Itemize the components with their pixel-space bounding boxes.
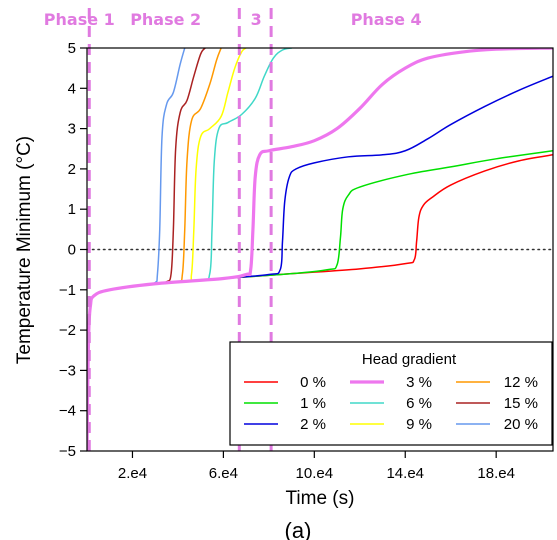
legend-label: 1 % [300,395,326,412]
y-tick-label: −3 [59,362,76,379]
y-tick-label: −5 [59,443,76,460]
y-tick-label: 3 [68,121,76,138]
panel-label: (a) [285,518,312,540]
y-tick-label: 1 [68,201,76,218]
x-tick-label: 2.e4 [118,465,147,482]
legend-label: 0 % [300,374,326,391]
y-tick-label: 4 [68,80,76,97]
phase-label: Phase 2 [130,10,201,29]
series-lines [87,48,553,451]
legend-label: 15 % [504,395,538,412]
phase-labels: Phase 1 Phase 2 3 Phase 4 [44,10,422,29]
legend-label: 2 % [300,416,326,433]
series-line-3-percent [87,48,553,451]
legend-title: Head gradient [362,351,457,368]
axes: −5 −4 −3 −2 −1 0 1 2 3 4 5 2.e4 6.e4 10.e4 14.e4 18.e4 [59,40,515,482]
legend-label: 20 % [504,416,538,433]
legend-box [229,341,553,446]
legend-label: 6 % [406,395,432,412]
y-tick-label: −4 [59,403,76,420]
y-tick-label: −1 [59,282,76,299]
x-tick-label: 18.e4 [477,465,515,482]
y-tick-label: 0 [68,242,76,259]
y-axis-title: Temperature Minimum (°C) [14,136,35,364]
legend-label: 12 % [504,374,538,391]
legend: Head gradient 0 % 1 % 2 % 3 % 6 % 9 % 12 % 15 % 2… [229,341,553,446]
x-axis-title: Time (s) [286,488,355,509]
legend-label: 9 % [406,416,432,433]
x-tick-label: 14.e4 [386,465,424,482]
x-tick-label: 6.e4 [209,465,238,482]
phase-label: 3 [251,10,262,29]
phase-label: Phase 1 [44,10,115,29]
x-tick-label: 10.e4 [296,465,334,482]
y-tick-label: 2 [68,161,76,178]
phase-label: Phase 4 [351,10,422,29]
y-tick-label: −2 [59,322,76,339]
y-tick-label: 5 [68,40,76,57]
legend-label: 3 % [406,374,432,391]
